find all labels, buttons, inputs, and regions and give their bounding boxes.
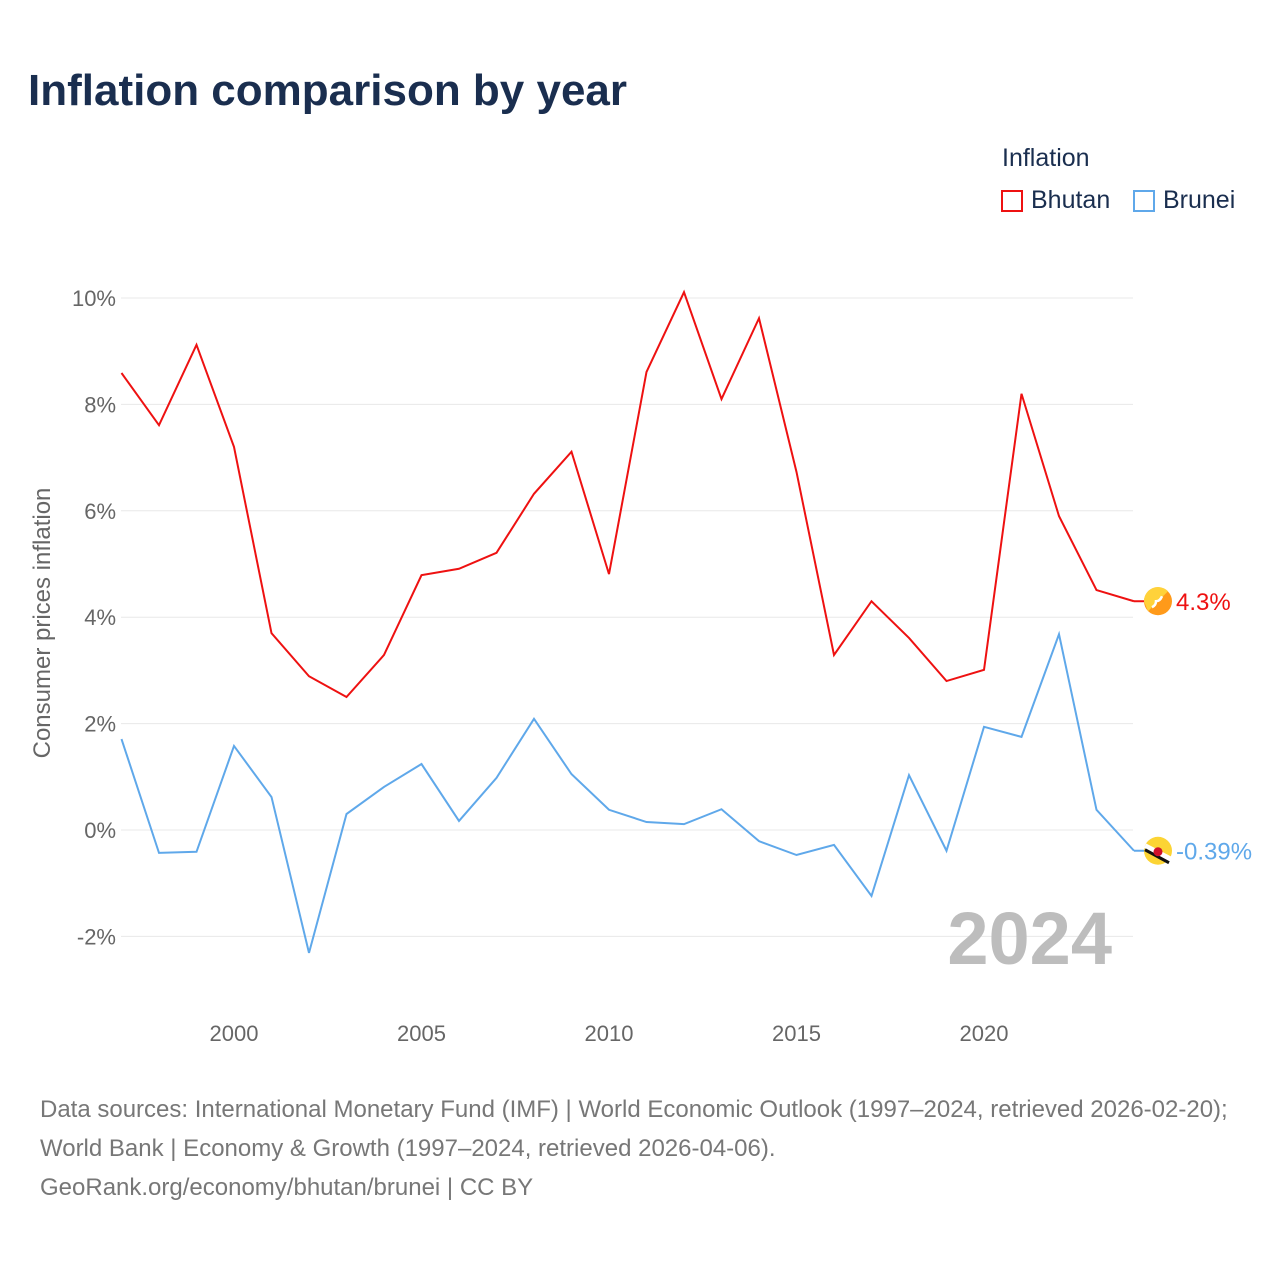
end-value-label: 4.3% [1176,589,1231,616]
y-tick-label: 10% [72,286,116,311]
series: 4.3% -0.39% [120,289,1252,954]
x-tick-label: 2020 [960,1021,1009,1046]
series-brunei: -0.39% [120,630,1252,954]
y-tick-label: -2% [77,924,116,949]
y-axis-label: Consumer prices inflation [29,488,56,759]
x-tick-label: 2005 [397,1021,446,1046]
y-axis: -2% 0% 2% 4% 6% 8% 10% [72,286,116,949]
series-line [120,630,1135,954]
legend-label: Brunei [1163,186,1236,214]
legend-item-brunei[interactable]: Brunei [1133,186,1235,215]
end-value-label: -0.39% [1176,839,1252,866]
chart-title: Inflation comparison by year [28,66,628,115]
x-axis: 2000 2005 2010 2015 2020 [210,1021,1009,1046]
footer: Data sources: International Monetary Fun… [40,1090,1250,1207]
legend-title: Inflation [1002,144,1090,172]
data-sources: Data sources: International Monetary Fun… [40,1096,1228,1162]
x-tick-label: 2015 [772,1021,821,1046]
series-bhutan: 4.3% [120,289,1231,699]
year-watermark: 2024 [947,897,1112,980]
series-line [120,289,1135,699]
x-tick-label: 2000 [210,1021,259,1046]
legend-swatch [1133,189,1155,212]
attribution: GeoRank.org/economy/bhutan/brunei | CC B… [40,1174,534,1201]
y-tick-label: 6% [84,499,116,524]
y-tick-label: 4% [84,605,116,630]
y-tick-label: 0% [84,818,116,843]
legend-label: Bhutan [1031,186,1111,214]
bhutan-flag-icon [1143,587,1172,616]
legend-item-bhutan[interactable]: Bhutan [1001,186,1110,215]
grid [121,297,1133,937]
brunei-flag-icon [1143,836,1172,865]
x-tick-label: 2010 [585,1021,634,1046]
legend-swatch [1001,189,1023,212]
y-tick-label: 8% [84,392,116,417]
y-tick-label: 2% [84,712,116,737]
